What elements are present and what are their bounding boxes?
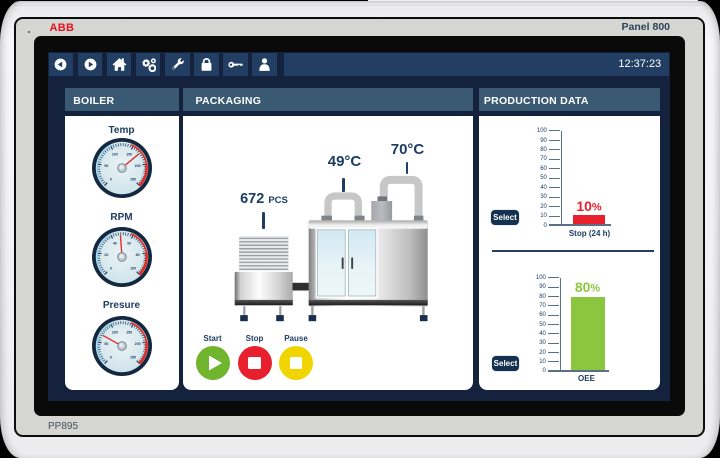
svg-text:250: 250 — [130, 178, 136, 182]
svg-text:200: 200 — [134, 164, 140, 168]
svg-text:150: 150 — [126, 330, 132, 334]
svg-text:100: 100 — [111, 152, 117, 156]
svg-text:0: 0 — [109, 355, 111, 359]
svg-text:0: 0 — [109, 178, 111, 182]
svg-text:60: 60 — [127, 241, 131, 245]
svg-text:100: 100 — [111, 330, 117, 334]
svg-text:100: 100 — [130, 267, 136, 271]
svg-text:150: 150 — [126, 152, 132, 156]
svg-text:40: 40 — [112, 241, 116, 245]
svg-text:50: 50 — [104, 164, 108, 168]
svg-text:200: 200 — [134, 342, 140, 346]
svg-text:80: 80 — [135, 253, 139, 257]
svg-text:50: 50 — [104, 342, 108, 346]
svg-text:250: 250 — [130, 355, 136, 359]
svg-text:20: 20 — [104, 253, 108, 257]
svg-text:0: 0 — [109, 267, 111, 271]
